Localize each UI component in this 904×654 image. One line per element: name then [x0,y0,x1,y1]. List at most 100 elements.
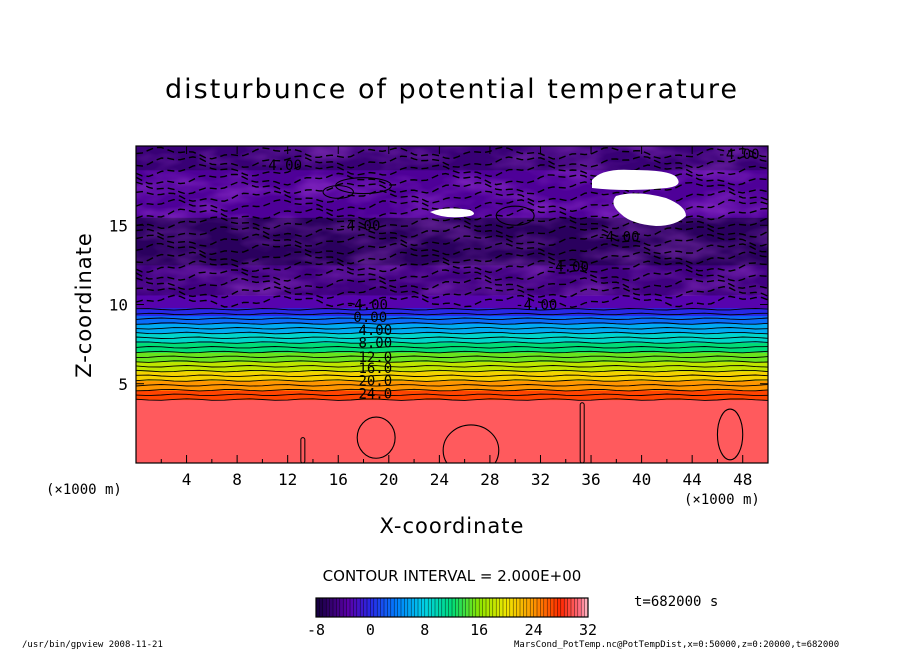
colorbar-swatch [363,598,368,617]
colorbar-swatch [499,598,504,617]
x-tick-label: 44 [683,470,702,489]
contour-line [136,331,768,335]
contour-label: 12.0 [358,350,392,366]
contour-line [495,205,535,226]
x-tick-label: 40 [632,470,651,489]
colorbar-swatch [455,598,460,617]
colorbar-frame [315,597,589,618]
colorbar-swatch [384,598,388,617]
contour-line [136,350,768,354]
contour-label: -4.00 [547,259,589,275]
colorbar-swatch [550,598,555,617]
contour-label: -4.00 [260,158,302,174]
heatmap-layer [136,323,768,334]
colorbar-swatch [479,598,483,617]
heatmap-layer [136,342,768,353]
heatmap-layer [136,371,768,382]
missing-region [613,193,686,226]
contour-interval-label: CONTOUR INTERVAL = 2.000E+00 [322,567,582,585]
contour-line [136,398,768,401]
colorbar-swatch [319,598,324,617]
colorbar-tick-label: 8 [420,621,429,639]
colorbar-swatch [418,598,422,617]
contour-line [136,346,768,349]
contour-line [136,355,768,359]
contour-label: -4.00 [515,298,557,314]
colorbar-swatch [333,598,337,617]
colorbar-swatch [367,598,371,617]
colorbar-swatch [336,598,341,617]
colorbar-swatch [387,598,392,617]
x-tick-label: 4 [182,470,192,489]
contour-line [716,408,744,461]
colorbar-swatch [407,598,412,617]
colorbar-swatch [523,598,528,617]
contour-line [136,369,768,373]
colorbar-tick-label: 24 [525,621,543,639]
colorbar-swatch [356,598,361,617]
x-tick-label: 48 [733,470,752,489]
x-axis-label: X-coordinate [379,514,525,538]
colorbar-swatch [530,598,534,617]
colorbar-swatch [390,598,395,617]
footer-source: MarsCond_PotTemp.nc@PotTempDist,x=0:5000… [514,640,840,650]
x-axis-unit: (×1000 m) [684,492,760,508]
colorbar-swatch [469,598,473,617]
colorbar-swatch [421,598,426,617]
contour-line [136,327,768,330]
colorbar-tick-label: 16 [470,621,488,639]
heatmap-layer [136,294,768,309]
colorbar-swatch [322,598,327,617]
colorbar-swatch [486,598,490,617]
contour-label: -4.00 [597,229,639,245]
colorbar-swatch [571,598,575,617]
contour-label: 24.0 [358,386,392,402]
contour-line [136,336,768,340]
colorbar-swatch [326,598,330,617]
footer-command: /usr/bin/gpview 2008-11-21 [22,640,163,650]
colorbar-swatch [445,598,449,617]
y-tick-label: 15 [109,216,128,235]
colorbar-swatch [360,598,364,617]
colorbar-swatch [509,598,514,617]
contour-line [322,185,354,199]
colorbar-swatch [401,598,405,617]
colorbar-tick-label: 0 [366,621,375,639]
heatmap-layer [136,333,768,344]
colorbar-swatch [339,598,344,617]
colorbar-swatch [533,598,538,617]
contour-label: 8.00 [358,336,392,352]
contour-label: -4.00 [717,147,759,163]
colorbar-swatch [411,598,415,617]
colorbar-swatch [346,598,351,617]
colorbar-swatch [397,598,402,617]
colorbar-swatch [554,598,558,617]
colorbar-swatch [462,598,466,617]
colorbar-swatch [482,598,487,617]
colorbar-swatch [506,598,511,617]
contour-line [136,384,768,387]
contour-line [442,424,500,463]
colorbar-swatch [540,598,545,617]
colorbar-swatch [581,598,585,617]
x-tick-label: 16 [329,470,348,489]
colorbar-swatch [373,598,378,617]
contour-line [300,437,306,463]
colorbar-swatch [350,598,354,617]
colorbar-swatch [577,598,582,617]
colorbar-swatch [584,598,589,617]
colorbar-swatch [441,598,446,617]
colorbar-swatch [489,598,494,617]
missing-region [430,208,474,218]
x-tick-label: 20 [379,470,398,489]
colorbar-swatch [343,598,347,617]
x-tick-label: 28 [480,470,499,489]
colorbar-swatch [543,598,548,617]
y-tick-label: 10 [109,296,128,315]
contour-line [136,379,768,382]
colorbar-swatch [370,598,375,617]
contour-line [136,360,768,363]
colorbar-swatch [560,598,565,617]
colorbar-swatch [394,598,398,617]
